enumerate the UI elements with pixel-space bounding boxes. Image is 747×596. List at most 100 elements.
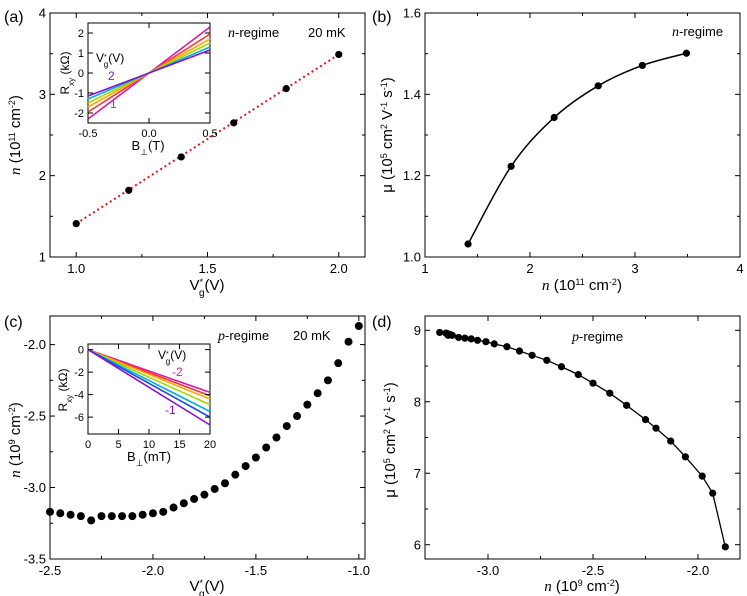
panel-c-point: [76, 512, 85, 521]
panel-c-inset-xtick-label: 15: [173, 439, 185, 451]
panel-c-point: [56, 509, 65, 518]
panel-c-xtick-label: -2.5: [39, 563, 61, 578]
panel-c-point: [272, 433, 281, 442]
panel-a-ytick-label: 1: [39, 250, 46, 265]
panel-b-xtick-label: 4: [736, 261, 743, 276]
panel-c-points: [46, 322, 363, 525]
panel-b-xtick-label: 1: [421, 261, 428, 276]
panel-c-point: [46, 507, 54, 516]
panel-c-inset-x-ticks: 0 5 10 15 20: [85, 344, 216, 451]
panel-b-points: [464, 49, 691, 248]
panel-d-label: (d): [372, 314, 392, 331]
panel-c-point: [262, 443, 271, 452]
panel-a-ytick-label: 4: [39, 6, 46, 21]
panel-c-inset-ytick-label: -4: [74, 389, 84, 401]
panel-a-y-ticks: 1 2 3 4: [39, 6, 365, 265]
panel-a-inset-legend-bottom: 1: [110, 97, 117, 111]
panel-d-ylabel: μ (105 cm2 V-1 s-1): [382, 382, 399, 498]
panel-c-ytick-label: -2.0: [24, 337, 46, 352]
panel-c-inset-series-line: [87, 348, 211, 406]
panel-a-fit-line: [75, 53, 340, 225]
panel-d-point: [436, 328, 444, 337]
panel-c-point: [354, 322, 363, 331]
panel-a-points: [72, 50, 343, 228]
panel-c-label: (c): [4, 314, 23, 331]
panel-c-inset-series-line: [87, 348, 211, 426]
panel-a-point: [282, 85, 290, 93]
panel-a-inset-legend-top: 2: [108, 69, 115, 83]
panel-d-point: [448, 331, 456, 339]
panel-a-label: (a): [4, 9, 24, 26]
panel-b-point: [682, 49, 691, 57]
panel-a-ylabel: n (1011 cm-2): [7, 95, 24, 175]
panel-b-point: [594, 82, 602, 90]
panel-c-point: [221, 479, 229, 488]
panel-c-point: [241, 462, 250, 471]
panel-a-ytick-label: 2: [39, 168, 46, 183]
panel-a-inset-legend-title: V* g(V): [96, 51, 124, 69]
panel-c-point: [190, 494, 199, 503]
panel-d-frame: [424, 315, 741, 560]
panel-a-point: [335, 50, 343, 59]
panel-d-regime: p-regime: [571, 329, 623, 345]
panel-c-point: [179, 499, 188, 508]
panel-a-x-ticks: 1.0 1.5 2.0: [67, 13, 348, 276]
panel-a-inset-ytick-label: 0: [78, 68, 84, 80]
panel-a-inset-x-ticks: -0.5 0.0 0.5: [79, 23, 218, 140]
panel-a-inset-y-ticks: -2 -1 0 1 2: [74, 28, 210, 120]
panel-b-regime: n-regime: [672, 24, 723, 40]
panel-b-ylabel: μ (105 cm2 V-1 s-1): [379, 77, 396, 193]
panel-d-point: [652, 424, 660, 432]
panel-c-inset-legend-title: V* g(V): [158, 348, 186, 366]
panel-b-y-ticks: 1.0 1.2 1.4 1.6: [403, 6, 740, 265]
panel-d-ytick-label: 7: [414, 466, 421, 481]
panel-a-inset-ytick-label: 2: [78, 28, 84, 40]
panel-a-xtick-label: 1.0: [67, 261, 85, 276]
panel-c-ytick-label: -3.0: [24, 480, 46, 495]
panel-d-point: [543, 356, 551, 364]
panel-c-frame: [49, 315, 366, 560]
panel-d-connect-line: [439, 331, 726, 547]
panel-a-temp: 20 mK: [308, 25, 346, 40]
panel-d-point: [490, 340, 498, 348]
panel-c-inset-legend-bottom: -1: [165, 403, 176, 417]
panel-a-inset-ytick-label: 1: [78, 48, 84, 60]
panel-a-regime: n-regime: [228, 25, 279, 41]
panel-c-xtick-label: -2.0: [142, 563, 164, 578]
panel-d-point: [681, 453, 690, 461]
panel-c-point: [323, 376, 332, 385]
panel-b-x-ticks: 1 2 3 4: [421, 13, 744, 276]
panel-d-point: [721, 543, 729, 551]
panel-a-inset-ylabel: Rxy (kΩ): [58, 52, 76, 95]
panel-d-point: [667, 437, 675, 445]
panel-b-ytick-label: 1.2: [403, 168, 421, 183]
panel-c-point: [344, 337, 353, 346]
panel-b-ytick-label: 1.4: [403, 87, 421, 102]
panel-b-ytick-label: 1.6: [403, 6, 421, 21]
panel-d-point: [641, 416, 650, 424]
panel-c-inset-xtick-label: 20: [204, 439, 216, 451]
panel-c-point: [293, 412, 302, 421]
panel-c-point: [87, 516, 96, 525]
panel-a-inset-lines: [87, 26, 211, 120]
panel-d-point: [473, 336, 482, 344]
panel-b-point: [550, 113, 558, 122]
panel-c-point: [66, 510, 75, 519]
panel-d-point: [557, 363, 566, 371]
panel-d-point: [709, 489, 717, 497]
panel-a-xtick-label: 2.0: [330, 261, 348, 276]
panel-d: (d) -3.0 -2.5 -2.0 6 7 8 9 n (109 cm-2) μ (10…: [372, 314, 741, 595]
panel-c: (c) -2.5 -2.0 -1.5 -1.0 -3.5 -3.0 -2.5 -2.0 V*…: [4, 314, 370, 596]
panel-c-point: [148, 509, 157, 518]
panel-c-point: [282, 422, 291, 431]
panel-d-point: [467, 335, 475, 343]
panel-c-inset-y-ticks: -6 -4 -2 0: [74, 344, 210, 424]
panel-a-inset: -0.5 0.0 0.5 -2 -1 0 1 2 B⊥(T) Rxy (kΩ) V* g(V)…: [58, 22, 218, 157]
panel-b-xtick-label: 2: [526, 261, 533, 276]
panel-d-xtick-label: -3.0: [477, 563, 499, 578]
panel-c-ytick-label: -2.5: [24, 409, 46, 424]
panel-c-point: [200, 490, 209, 499]
panel-a-inset-xtick-label: -0.5: [79, 128, 98, 140]
